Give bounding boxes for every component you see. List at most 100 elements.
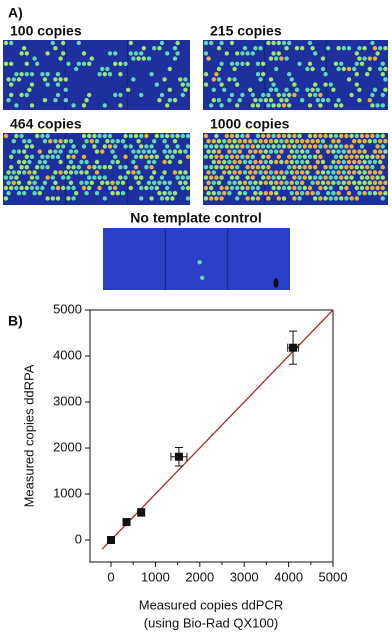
droplet bbox=[81, 185, 87, 191]
droplet bbox=[294, 87, 300, 93]
droplet bbox=[245, 61, 250, 66]
droplet bbox=[97, 165, 102, 170]
droplet bbox=[219, 61, 224, 66]
droplet bbox=[362, 139, 367, 144]
droplet bbox=[165, 133, 170, 139]
droplet bbox=[222, 170, 227, 175]
droplet bbox=[61, 40, 66, 46]
droplet bbox=[24, 185, 29, 191]
droplet bbox=[45, 133, 50, 139]
droplet bbox=[22, 170, 27, 175]
droplet bbox=[365, 133, 370, 139]
droplet bbox=[302, 144, 307, 149]
point bbox=[289, 343, 298, 352]
droplet bbox=[326, 191, 331, 196]
droplet bbox=[349, 144, 354, 149]
droplet bbox=[203, 51, 209, 56]
droplet bbox=[203, 82, 209, 87]
droplet bbox=[167, 191, 172, 196]
droplet bbox=[315, 159, 320, 165]
droplet bbox=[250, 154, 255, 159]
droplet bbox=[209, 165, 214, 170]
droplet bbox=[268, 139, 274, 144]
droplet bbox=[339, 185, 344, 191]
droplet bbox=[115, 159, 121, 165]
droplet bbox=[274, 87, 279, 93]
droplet bbox=[318, 185, 323, 191]
droplet bbox=[123, 144, 128, 149]
droplet bbox=[175, 51, 180, 56]
droplet bbox=[227, 139, 232, 144]
droplet bbox=[76, 40, 82, 46]
droplet bbox=[318, 103, 323, 108]
droplet bbox=[258, 98, 263, 103]
droplet bbox=[255, 196, 261, 201]
droplet bbox=[271, 133, 276, 139]
droplet bbox=[302, 185, 307, 191]
x-tick-label: 0 bbox=[107, 569, 114, 584]
droplet bbox=[372, 159, 378, 165]
droplet bbox=[313, 196, 318, 201]
droplet bbox=[58, 170, 63, 175]
droplet bbox=[53, 139, 58, 144]
droplet bbox=[66, 154, 71, 159]
droplet bbox=[284, 139, 289, 144]
droplet bbox=[227, 180, 232, 185]
y-tick-label: 5000 bbox=[53, 301, 82, 316]
droplet bbox=[357, 139, 362, 144]
droplet bbox=[94, 149, 100, 154]
droplet bbox=[37, 149, 42, 154]
droplet bbox=[211, 139, 216, 144]
droplet bbox=[237, 170, 242, 175]
droplet bbox=[375, 185, 380, 191]
droplet bbox=[219, 144, 224, 149]
droplet bbox=[9, 154, 14, 159]
droplet bbox=[58, 159, 63, 165]
droplet bbox=[224, 154, 229, 159]
droplet bbox=[172, 191, 178, 196]
droplet bbox=[206, 180, 211, 185]
droplet bbox=[224, 165, 229, 170]
droplet bbox=[24, 72, 29, 77]
droplet bbox=[344, 154, 349, 159]
droplet bbox=[268, 170, 274, 175]
point bbox=[107, 536, 115, 544]
droplet bbox=[50, 196, 55, 201]
image-label: 215 copies bbox=[210, 23, 282, 39]
droplet bbox=[284, 180, 289, 185]
droplet bbox=[258, 180, 263, 185]
droplet bbox=[211, 180, 216, 185]
droplet bbox=[294, 139, 300, 144]
droplet bbox=[276, 92, 281, 98]
droplet bbox=[120, 139, 126, 144]
droplet bbox=[87, 61, 92, 66]
droplet bbox=[362, 159, 367, 165]
droplet bbox=[365, 72, 370, 77]
droplet bbox=[372, 149, 378, 154]
droplet bbox=[250, 185, 255, 191]
droplet bbox=[222, 191, 227, 196]
droplet bbox=[22, 46, 27, 51]
droplet bbox=[63, 170, 68, 175]
droplet bbox=[323, 175, 328, 180]
droplet bbox=[102, 72, 108, 77]
droplet bbox=[74, 149, 79, 154]
droplet bbox=[167, 66, 172, 72]
droplet bbox=[157, 46, 162, 51]
droplet bbox=[365, 165, 370, 170]
droplet bbox=[331, 87, 336, 93]
droplet bbox=[183, 87, 188, 93]
droplet bbox=[378, 180, 383, 185]
droplet bbox=[339, 144, 344, 149]
droplet bbox=[357, 180, 362, 185]
droplet bbox=[359, 175, 365, 180]
droplet bbox=[219, 154, 224, 159]
droplet bbox=[214, 196, 219, 201]
droplet bbox=[323, 185, 328, 191]
droplet bbox=[81, 133, 87, 139]
droplet bbox=[287, 133, 292, 139]
droplet-image bbox=[203, 133, 388, 205]
x-tick-label: 2000 bbox=[185, 569, 214, 584]
droplet bbox=[336, 191, 341, 196]
droplet bbox=[380, 196, 385, 201]
